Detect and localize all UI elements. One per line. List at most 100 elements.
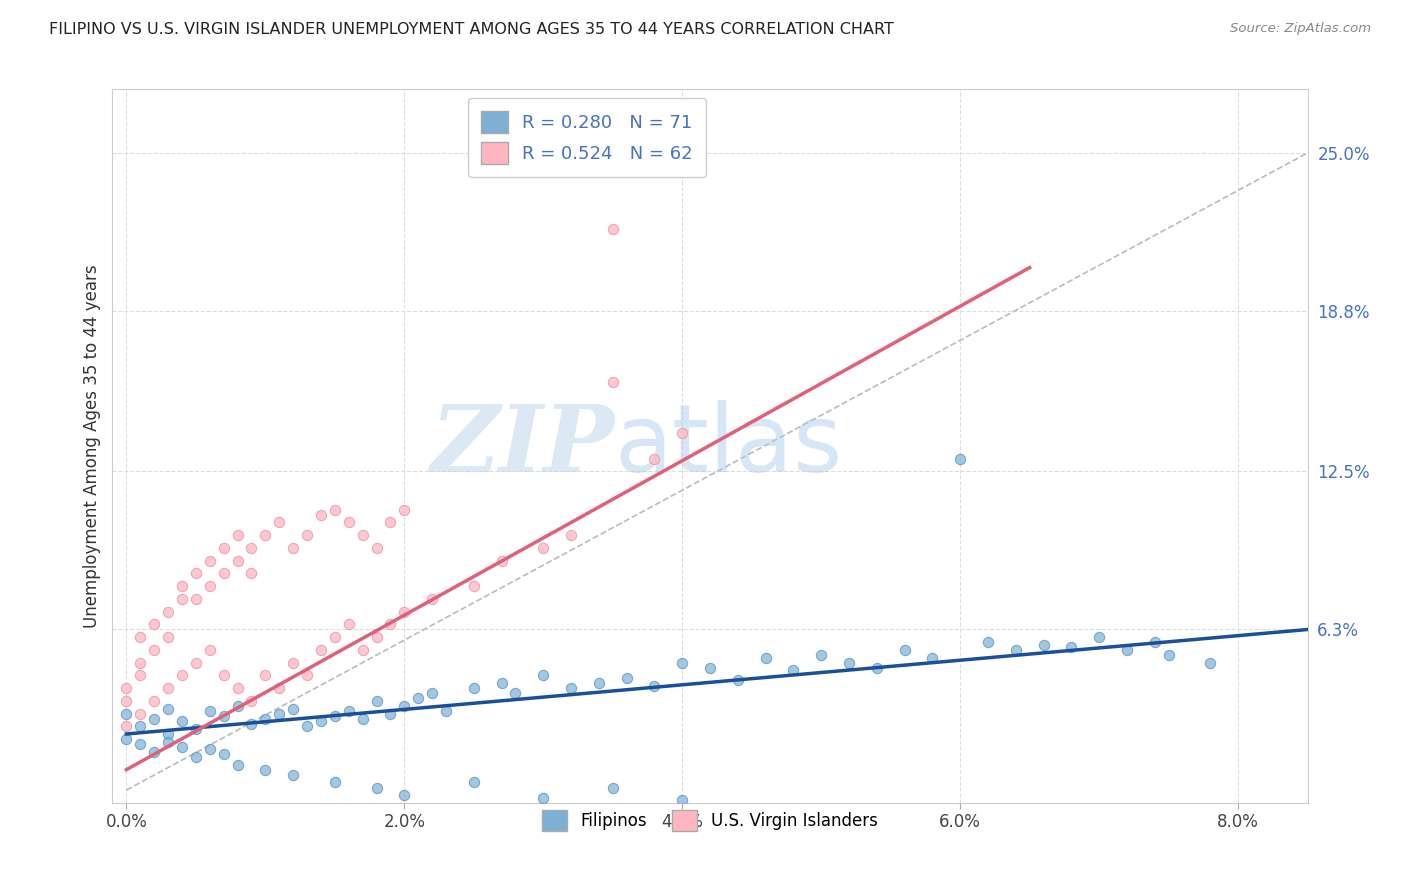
Point: [184, 566, 207, 581]
Point: [727, 673, 749, 688]
Point: [254, 668, 277, 682]
Point: [157, 727, 180, 741]
Point: [269, 706, 291, 721]
Point: [281, 768, 304, 782]
Point: [352, 643, 374, 657]
Point: [323, 709, 346, 723]
Point: [463, 681, 485, 695]
Point: [643, 679, 665, 693]
Point: [949, 451, 972, 466]
Point: [616, 671, 638, 685]
Point: [810, 648, 832, 662]
Point: [170, 591, 193, 606]
Point: [643, 451, 665, 466]
Y-axis label: Unemployment Among Ages 35 to 44 years: Unemployment Among Ages 35 to 44 years: [83, 264, 101, 628]
Point: [420, 686, 443, 700]
Point: [157, 681, 180, 695]
Point: [143, 745, 166, 759]
Point: [240, 694, 263, 708]
Point: [977, 635, 1000, 649]
Point: [115, 694, 138, 708]
Text: Source: ZipAtlas.com: Source: ZipAtlas.com: [1230, 22, 1371, 36]
Point: [838, 656, 860, 670]
Point: [198, 579, 221, 593]
Point: [588, 676, 610, 690]
Point: [240, 541, 263, 555]
Point: [143, 694, 166, 708]
Point: [254, 763, 277, 777]
Point: [406, 691, 429, 706]
Point: [212, 668, 235, 682]
Point: [1004, 643, 1026, 657]
Point: [463, 775, 485, 789]
Point: [295, 719, 318, 733]
Point: [531, 541, 554, 555]
Point: [394, 788, 416, 802]
Point: [129, 706, 152, 721]
Point: [129, 737, 152, 751]
Point: [352, 528, 374, 542]
Point: [366, 541, 388, 555]
Point: [1088, 630, 1111, 644]
Point: [184, 591, 207, 606]
Point: [212, 709, 235, 723]
Point: [380, 516, 402, 530]
Point: [184, 656, 207, 670]
Point: [782, 663, 804, 677]
Point: [198, 554, 221, 568]
Point: [115, 719, 138, 733]
Point: [491, 554, 513, 568]
Point: [1032, 638, 1054, 652]
Point: [309, 714, 332, 729]
Point: [170, 579, 193, 593]
Point: [434, 704, 457, 718]
Point: [337, 617, 360, 632]
Point: [671, 656, 693, 670]
Point: [366, 630, 388, 644]
Point: [491, 676, 513, 690]
Text: FILIPINO VS U.S. VIRGIN ISLANDER UNEMPLOYMENT AMONG AGES 35 TO 44 YEARS CORRELAT: FILIPINO VS U.S. VIRGIN ISLANDER UNEMPLO…: [49, 22, 894, 37]
Point: [240, 566, 263, 581]
Point: [212, 541, 235, 555]
Point: [184, 722, 207, 736]
Point: [699, 661, 721, 675]
Point: [269, 516, 291, 530]
Point: [671, 426, 693, 441]
Point: [323, 502, 346, 516]
Point: [157, 630, 180, 644]
Point: [602, 780, 624, 795]
Point: [394, 502, 416, 516]
Point: [184, 750, 207, 764]
Point: [240, 716, 263, 731]
Point: [463, 579, 485, 593]
Point: [1060, 640, 1083, 655]
Point: [337, 516, 360, 530]
Point: [129, 656, 152, 670]
Point: [394, 698, 416, 713]
Point: [531, 790, 554, 805]
Point: [143, 617, 166, 632]
Point: [212, 747, 235, 762]
Point: [115, 681, 138, 695]
Point: [366, 694, 388, 708]
Point: [380, 706, 402, 721]
Point: [143, 643, 166, 657]
Point: [198, 704, 221, 718]
Point: [921, 650, 943, 665]
Point: [157, 701, 180, 715]
Point: [560, 681, 582, 695]
Point: [129, 719, 152, 733]
Point: [281, 656, 304, 670]
Point: [531, 668, 554, 682]
Point: [295, 668, 318, 682]
Point: [170, 739, 193, 754]
Point: [1116, 643, 1139, 657]
Point: [602, 376, 624, 390]
Point: [295, 528, 318, 542]
Point: [170, 714, 193, 729]
Point: [893, 643, 915, 657]
Point: [671, 793, 693, 807]
Point: [323, 630, 346, 644]
Point: [198, 742, 221, 756]
Point: [337, 704, 360, 718]
